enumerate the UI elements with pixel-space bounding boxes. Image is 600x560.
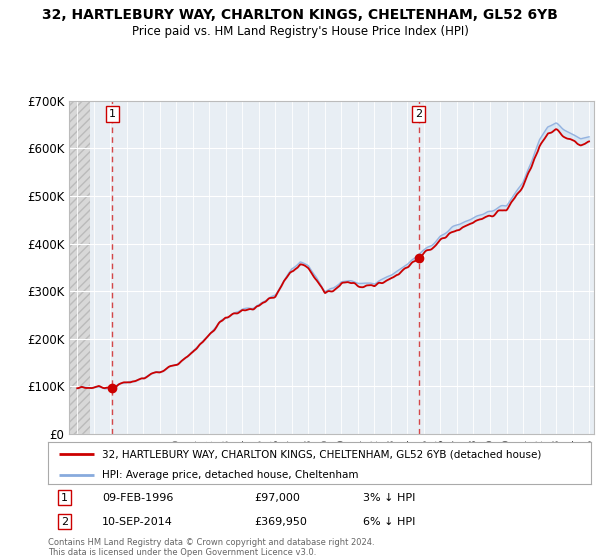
Text: £369,950: £369,950: [254, 517, 307, 526]
Text: 09-FEB-1996: 09-FEB-1996: [103, 493, 173, 503]
Text: 2: 2: [61, 517, 68, 526]
Text: 10-SEP-2014: 10-SEP-2014: [103, 517, 173, 526]
Text: 1: 1: [61, 493, 68, 503]
Text: £97,000: £97,000: [254, 493, 300, 503]
Text: 32, HARTLEBURY WAY, CHARLTON KINGS, CHELTENHAM, GL52 6YB (detached house): 32, HARTLEBURY WAY, CHARLTON KINGS, CHEL…: [103, 449, 542, 459]
Text: 1: 1: [109, 109, 116, 119]
Text: 6% ↓ HPI: 6% ↓ HPI: [363, 517, 415, 526]
Text: Contains HM Land Registry data © Crown copyright and database right 2024.
This d: Contains HM Land Registry data © Crown c…: [48, 538, 374, 557]
Text: HPI: Average price, detached house, Cheltenham: HPI: Average price, detached house, Chel…: [103, 470, 359, 480]
Text: 32, HARTLEBURY WAY, CHARLTON KINGS, CHELTENHAM, GL52 6YB: 32, HARTLEBURY WAY, CHARLTON KINGS, CHEL…: [42, 8, 558, 22]
Text: 3% ↓ HPI: 3% ↓ HPI: [363, 493, 415, 503]
Bar: [69, 101, 91, 434]
Text: 2: 2: [415, 109, 422, 119]
Text: Price paid vs. HM Land Registry's House Price Index (HPI): Price paid vs. HM Land Registry's House …: [131, 25, 469, 38]
